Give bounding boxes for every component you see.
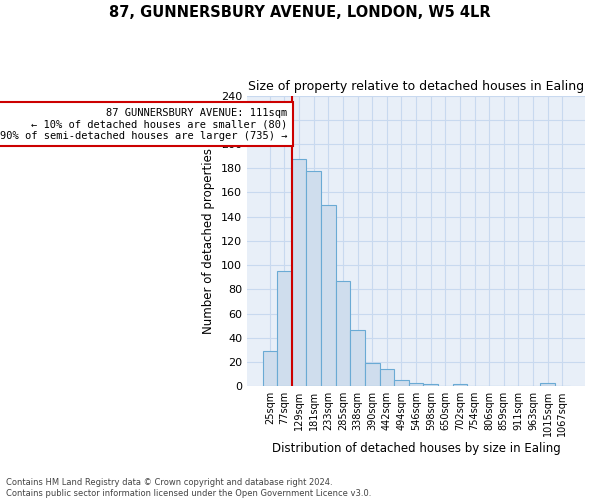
X-axis label: Distribution of detached houses by size in Ealing: Distribution of detached houses by size … (272, 442, 560, 455)
Bar (292, 158, 307, 386)
Bar (424, 384, 438, 386)
Bar (394, 380, 409, 386)
Bar (335, 281, 350, 386)
Bar (365, 363, 380, 386)
Bar (307, 170, 321, 386)
Bar (452, 384, 467, 386)
Bar (263, 351, 277, 386)
Bar (350, 330, 365, 386)
Bar (541, 382, 555, 386)
Text: Contains HM Land Registry data © Crown copyright and database right 2024.
Contai: Contains HM Land Registry data © Crown c… (6, 478, 371, 498)
Bar (380, 370, 394, 386)
Bar (277, 271, 292, 386)
Y-axis label: Number of detached properties: Number of detached properties (202, 148, 215, 334)
Bar (409, 382, 424, 386)
Title: Size of property relative to detached houses in Ealing: Size of property relative to detached ho… (248, 80, 584, 93)
Text: 87 GUNNERSBURY AVENUE: 111sqm
← 10% of detached houses are smaller (80)
90% of s: 87 GUNNERSBURY AVENUE: 111sqm ← 10% of d… (0, 108, 287, 141)
Text: 87, GUNNERSBURY AVENUE, LONDON, W5 4LR: 87, GUNNERSBURY AVENUE, LONDON, W5 4LR (109, 5, 491, 20)
Bar (321, 204, 335, 386)
